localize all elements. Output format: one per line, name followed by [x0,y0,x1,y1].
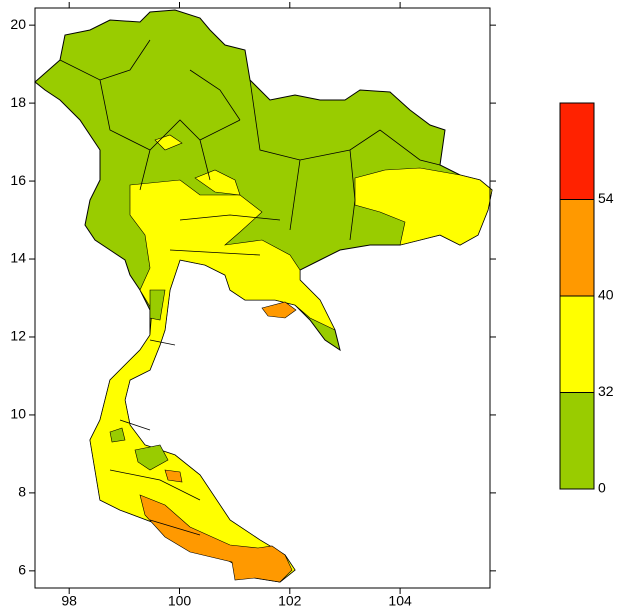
colorbar: 0 32 40 54 [559,102,614,496]
region-orange [139,301,297,583]
y-tick-label: 14 [10,250,26,266]
colorbar-box [559,102,595,200]
colorbar-box [559,392,595,490]
y-tick-label: 18 [10,94,26,110]
x-tick-label: 104 [388,593,412,609]
region-yellow [354,167,493,246]
colorbar-label: 54 [598,190,614,206]
province-borders [59,39,441,536]
y-tick-label: 12 [10,328,26,344]
y-tick-label: 6 [18,562,26,578]
colorbar-label: 32 [598,383,614,399]
colorbar-box [559,199,595,297]
map-layer [34,9,493,583]
x-tick-label: 100 [168,593,192,609]
y-tick-label: 16 [10,172,26,188]
y-tick-label: 8 [18,484,26,500]
region-green [109,289,169,471]
colorbar-label: 40 [598,287,614,303]
y-tick-label: 10 [10,406,26,422]
colorbar-box [559,295,595,393]
y-tick-label: 20 [10,16,26,32]
region-yellow [154,134,241,196]
colorbar-label: 0 [598,480,606,496]
region-yellow [89,179,336,583]
plot-frame [34,7,491,589]
x-tick-label: 98 [61,593,77,609]
x-tick-label: 102 [278,593,302,609]
